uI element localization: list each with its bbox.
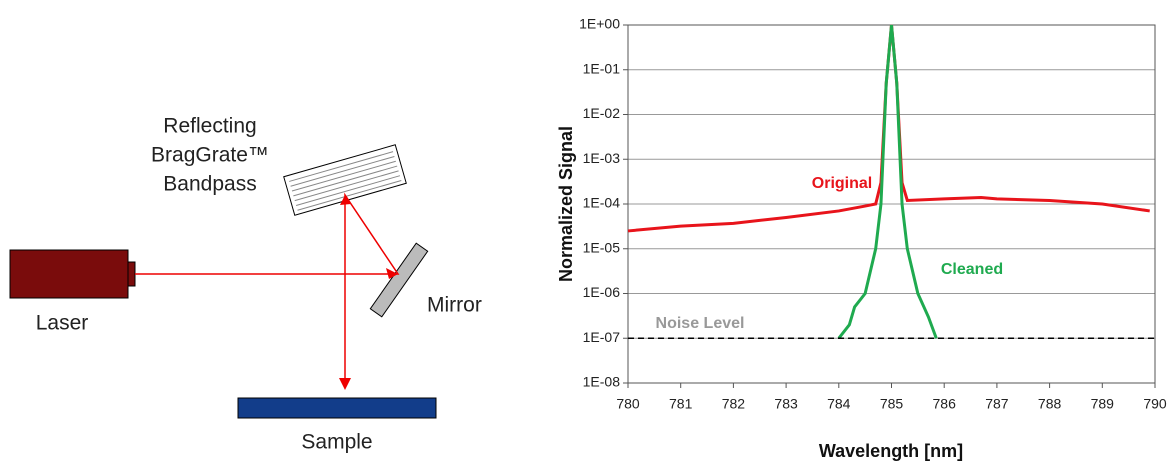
setup-diagram: Reflecting BragGrate™ Bandpass Mirror La…: [9, 115, 482, 454]
sample-label: Sample: [301, 431, 372, 454]
y-tick-label: 1E+00: [579, 16, 620, 32]
grating: [283, 144, 407, 216]
y-tick-label: 1E-05: [583, 239, 621, 255]
beam: [135, 192, 400, 388]
x-tick-label: 783: [774, 396, 798, 412]
y-tick-label: 1E-03: [583, 150, 621, 166]
y-axis-title: Normalized Signal: [556, 126, 576, 282]
laser-label: Laser: [36, 312, 89, 335]
grating-label: BragGrate™: [151, 144, 269, 167]
x-tick-label: 786: [933, 396, 957, 412]
sample: [237, 397, 437, 419]
y-tick-label: 1E-04: [583, 195, 621, 211]
x-tick-label: 789: [1091, 396, 1115, 412]
y-tick-label: 1E-07: [583, 329, 621, 345]
x-tick-label: 781: [669, 396, 693, 412]
x-tick-label: 784: [827, 396, 851, 412]
x-tick-label: 782: [722, 396, 746, 412]
x-tick-label: 790: [1143, 396, 1167, 412]
grating-label: Bandpass: [163, 173, 256, 196]
series-label: Cleaned: [941, 261, 1003, 278]
y-tick-label: 1E-01: [583, 60, 621, 76]
series-label: Noise Level: [656, 315, 745, 332]
grating-label: Reflecting: [163, 115, 256, 138]
x-tick-label: 788: [1038, 396, 1062, 412]
x-tick-label: 785: [880, 396, 904, 412]
x-tick-label: 787: [985, 396, 1009, 412]
y-tick-label: 1E-02: [583, 105, 621, 121]
mirror: [369, 242, 429, 318]
y-tick-label: 1E-08: [583, 374, 621, 390]
laser-aperture: [127, 261, 136, 287]
y-tick-label: 1E-06: [583, 284, 621, 300]
laser: [9, 249, 129, 299]
series-label: Original: [812, 175, 872, 192]
x-axis-title: Wavelength [nm]: [819, 441, 963, 461]
series-line: [837, 24, 938, 340]
mirror-label: Mirror: [427, 294, 482, 317]
x-tick-label: 780: [616, 396, 640, 412]
